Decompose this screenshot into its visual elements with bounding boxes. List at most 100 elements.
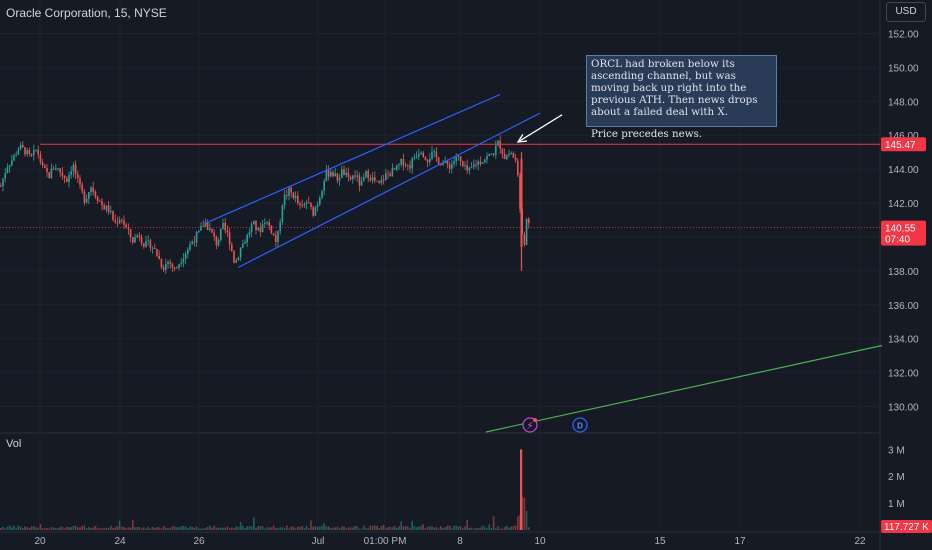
volume-bar xyxy=(140,528,143,530)
volume-bar xyxy=(11,527,13,530)
candle-body xyxy=(290,187,292,193)
annotation-arrow-head xyxy=(516,134,528,143)
candle-body xyxy=(63,175,66,179)
volume-bar xyxy=(437,528,440,530)
annotation-arrow xyxy=(517,114,563,143)
y-tick-label: 130.00 xyxy=(888,403,919,414)
candle-body xyxy=(198,230,200,233)
candle-body xyxy=(30,154,33,156)
volume-bar xyxy=(66,526,68,530)
volume-bar xyxy=(28,527,31,530)
volume-bar xyxy=(497,526,499,530)
volume-bar xyxy=(15,528,17,530)
candle-body xyxy=(481,162,484,164)
candle-body xyxy=(517,160,519,176)
candle-body xyxy=(4,172,6,179)
volume-bar xyxy=(178,527,180,530)
volume-bar xyxy=(310,520,312,530)
volume-bar xyxy=(457,526,460,530)
volume-bar xyxy=(253,517,255,530)
volume-bar xyxy=(343,526,345,530)
volume-bar xyxy=(90,527,92,530)
volume-bar xyxy=(371,525,374,530)
annotation-note[interactable]: ORCL had broken below its ascending chan… xyxy=(586,55,777,140)
candle-body xyxy=(398,164,400,166)
candle-body xyxy=(129,229,132,238)
candle-body xyxy=(206,222,209,230)
volume-bar xyxy=(380,525,383,530)
candle-body xyxy=(338,177,341,181)
candle-body xyxy=(70,171,72,175)
candle-body xyxy=(257,227,259,230)
volume-bar xyxy=(409,528,411,530)
candle-body xyxy=(169,261,171,264)
candle-body xyxy=(220,228,222,241)
volume-bar xyxy=(495,528,497,530)
volume-bar xyxy=(490,528,493,530)
candle-body xyxy=(66,178,68,182)
volume-tick-label: 1 M xyxy=(888,499,905,510)
candle-body xyxy=(132,237,134,243)
candle-body xyxy=(101,201,103,206)
candle-body xyxy=(396,165,398,170)
volume-bar xyxy=(147,526,149,530)
candle-body xyxy=(369,178,372,181)
drawing-lines[interactable] xyxy=(0,93,883,433)
candle-body xyxy=(19,144,22,150)
volume-bar xyxy=(44,528,46,530)
candle-body xyxy=(360,180,363,186)
volume-label: Vol xyxy=(6,438,22,450)
volume-bar xyxy=(349,527,352,530)
volume-bar xyxy=(213,525,215,530)
volume-bar xyxy=(435,527,438,530)
candle-body xyxy=(226,230,229,233)
volume-bar xyxy=(316,526,319,530)
volume-bar xyxy=(464,526,466,530)
candle-body xyxy=(292,192,295,198)
candle-body xyxy=(246,234,248,243)
candle-body xyxy=(96,196,99,202)
volume-bar xyxy=(402,526,405,530)
volume-bar xyxy=(382,524,385,530)
candle-body xyxy=(68,174,70,182)
volume-bar xyxy=(244,528,246,530)
candle-body xyxy=(224,223,226,231)
candle-body xyxy=(110,211,112,212)
volume-bar xyxy=(422,524,424,530)
candle-body xyxy=(365,170,367,178)
countdown-text: 07:40 xyxy=(885,235,910,246)
volume-bar xyxy=(400,521,402,530)
candle-body xyxy=(138,235,141,238)
volume-bar xyxy=(72,525,75,530)
volume-bar xyxy=(13,525,15,530)
volume-bar xyxy=(63,528,66,530)
volume-bar xyxy=(222,527,224,530)
volume-bar xyxy=(129,527,132,530)
candle-body xyxy=(151,247,154,249)
candle-body xyxy=(308,202,310,204)
volume-bar xyxy=(281,527,284,530)
candle-body xyxy=(61,172,64,176)
candle-body xyxy=(437,157,440,165)
volume-bar xyxy=(459,526,462,530)
volume-bar xyxy=(433,527,435,530)
candle-body xyxy=(165,263,167,270)
currency-button[interactable]: USD xyxy=(886,2,926,22)
candle-body xyxy=(391,168,394,177)
x-tick-label: 15 xyxy=(654,536,666,547)
time-axis[interactable]: 20 24 26 Jul 01:00 PM 8 10 15 17 22 xyxy=(34,536,866,547)
volume-bar xyxy=(424,528,427,530)
candle-body xyxy=(525,218,528,245)
candle-body xyxy=(477,161,479,165)
candle-body xyxy=(103,205,105,210)
candle-body xyxy=(90,187,92,193)
volume-bar xyxy=(6,526,9,530)
candle-body xyxy=(92,187,94,192)
volume-bar xyxy=(176,527,178,530)
volume-bar xyxy=(171,526,174,530)
price-axis[interactable]: 130.00132.00134.00136.00138.00140.00142.… xyxy=(888,29,919,510)
volume-bar xyxy=(215,527,218,530)
candle-body xyxy=(147,240,149,242)
event-markers[interactable]: ⚡ D xyxy=(522,417,588,433)
